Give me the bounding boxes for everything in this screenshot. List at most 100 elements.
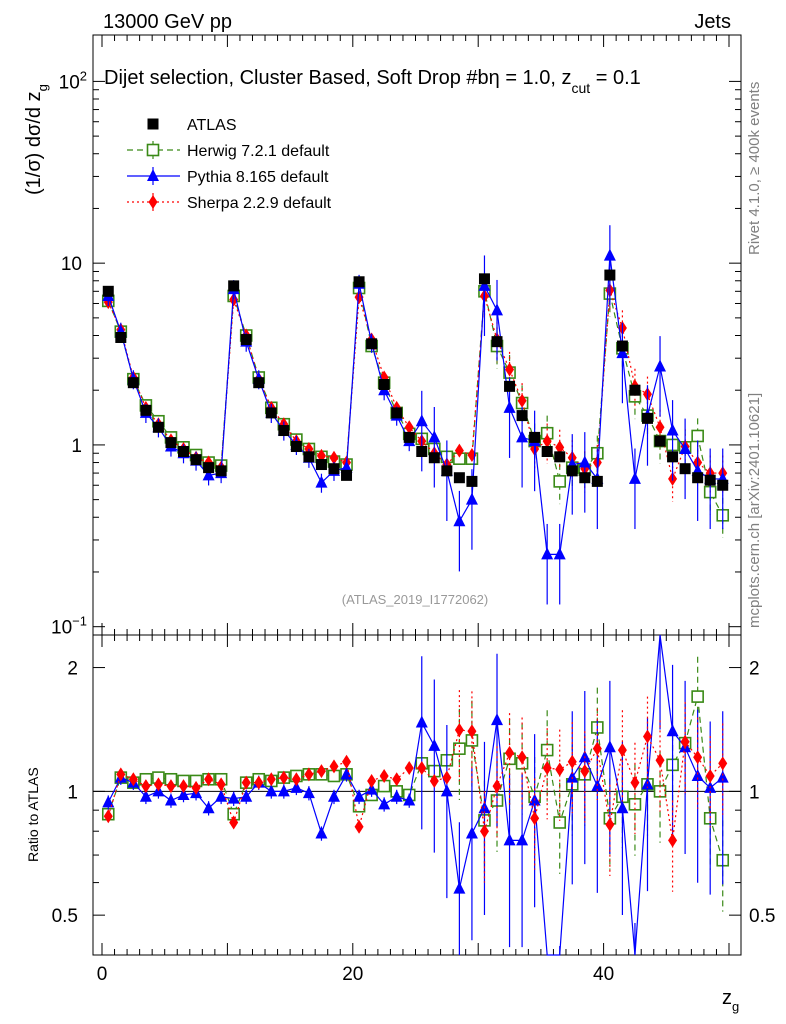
main-data-point — [178, 446, 190, 458]
legend-marker — [148, 195, 158, 209]
ratio-data-point — [440, 784, 453, 797]
ratio-data-point — [316, 764, 326, 779]
main-data-point — [404, 420, 414, 435]
main-data-point — [704, 474, 716, 486]
main-series-line — [107, 290, 723, 481]
legend-entry-1: Herwig 7.2.1 default — [127, 141, 330, 160]
main-data-point — [516, 410, 528, 422]
ratio-data-point — [302, 786, 315, 799]
legend-entry-0: ATLAS — [147, 117, 237, 134]
main-data-point — [542, 434, 552, 449]
ratio-data-point — [555, 762, 565, 777]
main-data-point — [165, 437, 177, 449]
main-data-point — [366, 338, 378, 350]
main-data-point — [453, 514, 466, 527]
legend-label: Sherpa 2.2.9 default — [187, 195, 332, 212]
ratio-data-point — [716, 770, 729, 783]
main-series-0 — [102, 269, 729, 491]
ratio-data-point — [191, 780, 201, 795]
main-data-point — [102, 285, 114, 297]
ratio-data-point — [164, 793, 177, 806]
ratio-data-point — [216, 777, 226, 792]
ratio-data-point — [229, 815, 239, 830]
main-data-point — [416, 446, 428, 458]
main-data-point — [691, 429, 704, 443]
main-data-point — [127, 377, 139, 389]
ratio-data-point — [503, 833, 516, 846]
main-data-point — [215, 465, 227, 477]
ratio-data-point — [605, 817, 615, 832]
ratio-data-point — [530, 811, 540, 826]
ratio-data-point — [179, 779, 189, 794]
ratio-data-point — [492, 779, 502, 794]
legend-label: ATLAS — [187, 117, 237, 134]
ratio-data-point — [453, 881, 466, 894]
ratio-series-layer — [101, 634, 730, 956]
ratio-data-point — [616, 801, 629, 814]
main-data-point — [340, 460, 353, 473]
ratio-y-axis-title: Ratio to ATLAS — [25, 767, 41, 862]
ratio-data-point — [479, 824, 489, 839]
main-y-tick-label: 102 — [59, 68, 87, 93]
main-data-point — [428, 430, 441, 443]
ratio-data-point — [429, 773, 439, 788]
main-data-point — [554, 451, 566, 463]
ratio-data-point — [428, 738, 441, 751]
ratio-data-point — [580, 764, 590, 779]
main-data-point — [553, 547, 566, 560]
legend-entry-3: Sherpa 2.2.9 default — [127, 193, 332, 212]
main-data-point — [491, 303, 504, 316]
ratio-data-point — [102, 795, 115, 808]
ratio-data-point — [329, 759, 339, 774]
main-data-point — [115, 331, 127, 343]
ratio-data-point — [166, 779, 176, 794]
analysis-label: (ATLAS_2019_I1772062) — [342, 592, 488, 607]
main-data-point — [315, 459, 327, 471]
ratio-data-point — [354, 819, 364, 834]
main-data-point — [505, 362, 515, 377]
ratio-data-point — [517, 750, 527, 765]
main-data-point — [553, 475, 567, 488]
main-y-tick-label: 10 — [61, 254, 82, 275]
ratio-data-point — [215, 789, 228, 802]
main-data-point — [655, 420, 665, 435]
ratio-data-point — [415, 715, 428, 728]
ratio-data-point — [603, 740, 616, 753]
x-tick-label: 0 — [97, 964, 108, 985]
main-data-point — [303, 451, 315, 463]
main-data-point — [240, 334, 252, 346]
main-data-point — [152, 421, 164, 433]
ratio-data-point — [516, 833, 529, 846]
ratio-data-point — [227, 791, 240, 804]
main-data-point — [578, 455, 591, 468]
ratio-data-point — [592, 741, 602, 756]
main-data-point — [391, 407, 403, 419]
main-data-point — [654, 359, 667, 372]
ratio-data-point — [367, 773, 377, 788]
ratio-data-point — [365, 782, 378, 795]
ratio-data-point — [204, 772, 214, 787]
main-data-point — [541, 547, 554, 560]
x-axis-title: zg — [722, 987, 739, 1014]
ratio-data-point — [177, 787, 190, 800]
rivet-label: Rivet 4.1.0, ≥ 400k events — [746, 82, 763, 255]
ratio-data-point — [566, 770, 579, 783]
main-data-point — [579, 472, 591, 484]
ratio-data-point — [266, 772, 276, 787]
main-data-point — [666, 423, 679, 436]
main-data-point — [353, 276, 365, 288]
ratio-data-point — [241, 775, 251, 790]
ratio-data-point — [617, 743, 627, 758]
ratio-data-point — [465, 826, 478, 839]
ratio-data-point — [116, 767, 126, 782]
main-data-point — [717, 479, 729, 491]
main-data-point — [265, 407, 277, 419]
ratio-data-point — [392, 772, 402, 787]
main-data-point — [504, 380, 516, 392]
main-data-point — [516, 430, 529, 443]
ratio-series-1 — [102, 634, 729, 956]
main-data-point — [491, 336, 503, 348]
main-data-point — [278, 425, 290, 437]
main-data-point — [503, 400, 516, 413]
ratio-data-point — [491, 713, 504, 726]
